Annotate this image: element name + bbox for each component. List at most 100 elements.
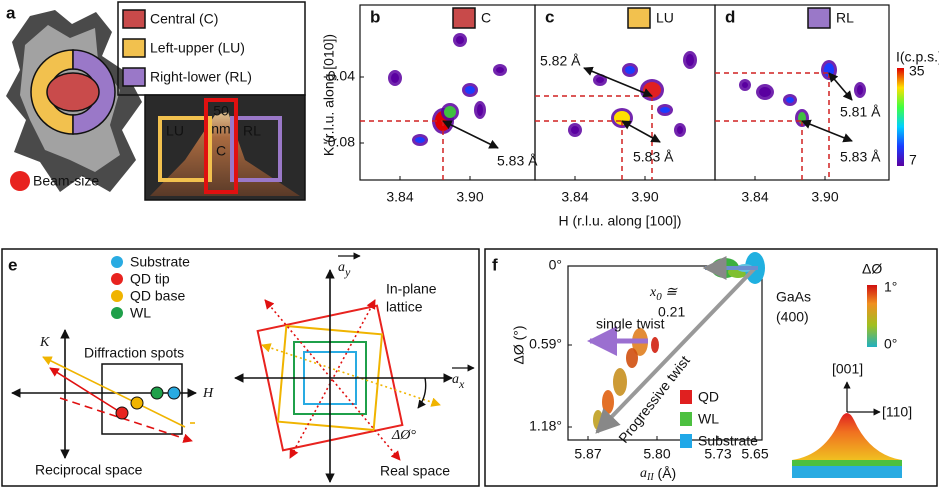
- intensity-spot: [477, 104, 483, 116]
- y-tick-label: -0.08: [323, 134, 355, 150]
- legend-swatch: [680, 434, 692, 448]
- plot-frame: [534, 4, 716, 181]
- vector-symbol: a: [452, 372, 459, 387]
- legend-label: Substrate: [698, 433, 758, 449]
- legend-label: WL: [698, 411, 719, 427]
- legend-dot: [111, 307, 123, 319]
- x-tick-label: 5.73: [704, 446, 731, 462]
- distance-arrow: [442, 120, 499, 149]
- inset-dot: [150, 112, 300, 196]
- y-axis-label: ΔØ (°): [511, 325, 527, 364]
- intensity-spot: [759, 87, 771, 97]
- x-tick-label: 3.84: [386, 189, 413, 205]
- legend-label: Substrate: [130, 254, 190, 270]
- intensity-spot: [456, 36, 464, 44]
- red-dashed-arrow: [59, 397, 193, 443]
- direction-label: [110]: [882, 404, 912, 420]
- inset-rl: [230, 116, 282, 182]
- h-axis-label: H: [202, 386, 214, 401]
- diffraction-spot: [115, 406, 129, 420]
- panel-label: e: [8, 255, 17, 274]
- x-axis-label: H (r.l.u. along [100]): [559, 213, 682, 229]
- reciprocal-space-label: Reciprocal space: [35, 462, 143, 478]
- legend-label: RL: [836, 10, 854, 26]
- distance-label: 5.83 Å: [633, 149, 674, 165]
- inset-label: nm: [211, 121, 230, 137]
- legend-swatch: [122, 38, 146, 58]
- colorbar: [867, 285, 877, 347]
- progressive-arrow: [595, 266, 757, 434]
- beam-size-dot: [10, 171, 30, 191]
- legend-label: QD: [698, 389, 719, 405]
- wl-layer: [792, 460, 902, 466]
- vector-symbol: a: [338, 260, 345, 275]
- distance-arrow: [583, 66, 653, 98]
- x-tick-label: 3.90: [811, 189, 838, 205]
- qd-spot: [613, 368, 627, 396]
- qd-mountain: [792, 413, 902, 460]
- rotation-label: ΔØ°: [391, 428, 416, 443]
- x0-label: x0 ≅: [649, 285, 678, 302]
- legend-dot: [111, 273, 123, 285]
- panel-label: b: [370, 7, 380, 26]
- vector-label: ax: [452, 372, 465, 391]
- x-tick-label: 5.87: [574, 446, 601, 462]
- x-tick-label: 3.90: [456, 189, 483, 205]
- qd-spot: [602, 390, 614, 414]
- inset-c: [204, 98, 238, 194]
- legend-swatch: [122, 67, 146, 87]
- panel-label: c: [545, 7, 554, 26]
- legend-label: QD tip: [130, 271, 170, 287]
- colorbar-title: I(c.p.s.): [896, 49, 939, 65]
- legend-swatch: [122, 9, 146, 29]
- legend-dot: [111, 256, 123, 268]
- x0-subscript: 0: [656, 291, 662, 303]
- diffraction-spot: [167, 386, 181, 400]
- legend-label: Central (C): [150, 11, 218, 27]
- panel-label: d: [725, 7, 735, 26]
- x-label-subscript: II: [646, 472, 654, 483]
- distance-label: 5.83 Å: [497, 153, 538, 169]
- distance-arrow: [801, 119, 853, 143]
- intensity-spot: [496, 67, 504, 73]
- x0-symbol: x: [649, 285, 657, 300]
- legend-label: Right-lower (RL): [150, 69, 252, 85]
- colorbar-label: 35: [909, 63, 925, 79]
- x-axis-label: aII (Å): [640, 465, 676, 484]
- x-label-symbol: a: [640, 466, 647, 481]
- diffraction-spots-label: Diffraction spots: [84, 345, 184, 361]
- y-tick-label: -0.04: [323, 68, 355, 84]
- yellow-dotted-axis: [261, 343, 441, 407]
- intensity-spot: [686, 54, 694, 66]
- legend-label: QD base: [130, 288, 185, 304]
- intensity-spot: [857, 85, 863, 95]
- panel-frame: [484, 248, 938, 487]
- vector-label: ay: [338, 260, 351, 279]
- substrate-layer: [792, 466, 902, 478]
- inset-lu: [158, 116, 212, 182]
- x0-value: 0.21: [658, 304, 685, 320]
- colorbar-label: 7: [909, 152, 917, 168]
- intensity-spot: [596, 77, 604, 83]
- qd-spot: [626, 348, 638, 368]
- colorbar: [897, 68, 904, 166]
- legend-label: WL: [130, 305, 151, 321]
- x-label-unit: (Å): [654, 465, 677, 481]
- intensity-spot: [742, 82, 748, 88]
- qd-spot: [651, 337, 659, 353]
- region-c: [46, 72, 100, 112]
- colorbar-title: ΔØ: [862, 261, 882, 277]
- real-space-label: Real space: [380, 463, 450, 479]
- k-axis-label: K: [39, 335, 50, 350]
- x-tick-label: 3.90: [631, 189, 658, 205]
- y-tick-label: 1.18°: [529, 418, 562, 434]
- legend-swatch: [680, 412, 692, 426]
- intensity-spot: [677, 126, 683, 134]
- in-plane-lattice-label: lattice: [386, 299, 423, 315]
- legend-swatch: [680, 390, 692, 404]
- vector-subscript: y: [344, 265, 351, 279]
- inset-label: 50: [213, 103, 229, 119]
